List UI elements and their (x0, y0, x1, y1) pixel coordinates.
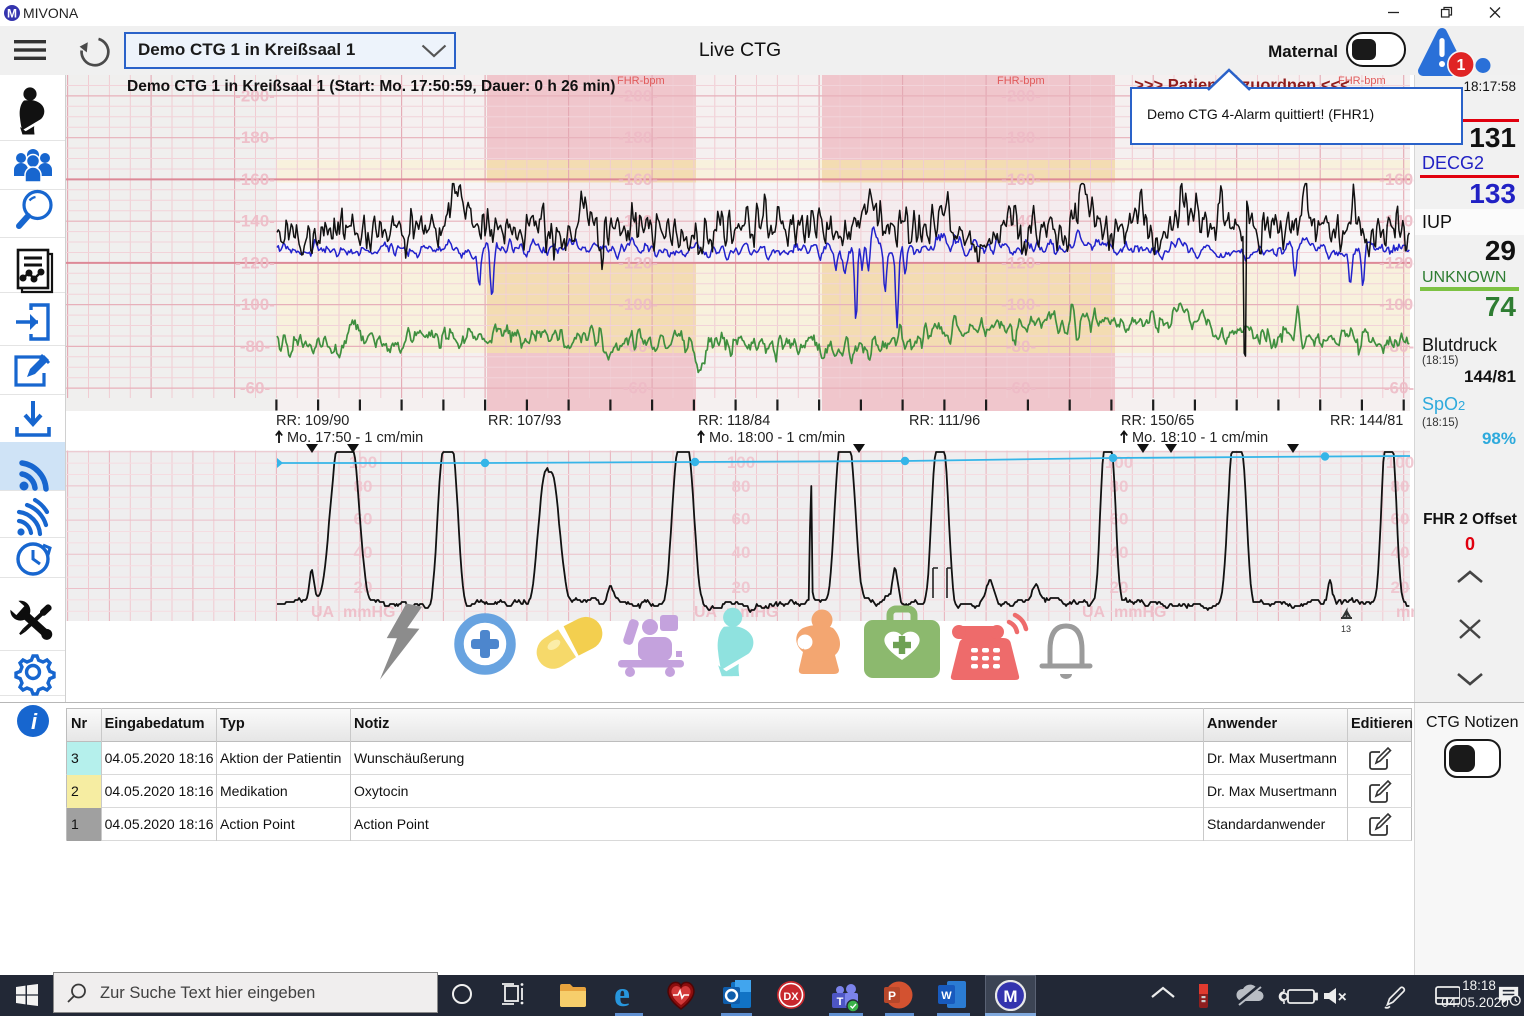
svg-text:i: i (31, 709, 38, 734)
svg-text:80: 80 (1110, 477, 1129, 496)
svg-text:-180-: -180- (1001, 128, 1041, 147)
svg-text:RR: 118/84: RR: 118/84 (698, 413, 770, 429)
svg-text:T: T (837, 996, 844, 1008)
svg-text:-200-: -200- (618, 86, 658, 105)
svg-text:-60-: -60- (1006, 379, 1036, 398)
svg-text:RR: 109/90: RR: 109/90 (276, 413, 349, 429)
svg-text:UA mmHG: UA mmHG (311, 604, 395, 621)
svg-text:RR: 107/93: RR: 107/93 (488, 413, 561, 429)
svg-text:-160-: -160- (1379, 170, 1419, 189)
svg-text:FHR-bpm: FHR-bpm (997, 75, 1045, 87)
svg-text:80: 80 (732, 477, 751, 496)
svg-text:-180-: -180- (235, 128, 275, 147)
svg-text:20: 20 (1110, 578, 1129, 597)
svg-text:-140-: -140- (235, 212, 275, 231)
svg-text:Demo CTG 1 in Kreißsaal 1 (Sta: Demo CTG 1 in Kreißsaal 1 (Start: Mo. 17… (127, 78, 615, 95)
svg-text:100: 100 (1105, 453, 1133, 472)
svg-text:-200-: -200- (1001, 86, 1041, 105)
svg-text:-60-: -60- (1384, 379, 1414, 398)
svg-text:-120-: -120- (618, 253, 658, 272)
svg-text:M: M (7, 7, 17, 21)
svg-text:60: 60 (354, 510, 373, 529)
svg-text:Mo. 17:50 - 1 cm/min: Mo. 17:50 - 1 cm/min (287, 430, 423, 446)
svg-text:FHR-bpm: FHR-bpm (617, 75, 665, 87)
svg-text:40: 40 (732, 543, 751, 562)
svg-text:-120-: -120- (235, 253, 275, 272)
svg-text:20: 20 (1391, 578, 1410, 597)
svg-text:FHR-bpm: FHR-bpm (1338, 75, 1386, 87)
svg-text:-80-: -80- (1006, 337, 1036, 356)
svg-text:-160-: -160- (235, 170, 275, 189)
svg-text:-120-: -120- (1379, 253, 1419, 272)
svg-text:-100-: -100- (1379, 295, 1419, 314)
svg-text:20: 20 (732, 578, 751, 597)
svg-text:Mo. 18:10 - 1 cm/min: Mo. 18:10 - 1 cm/min (1132, 430, 1268, 446)
svg-text:M: M (1003, 987, 1017, 1006)
svg-text:-200-: -200- (235, 86, 275, 105)
svg-text:-60-: -60- (240, 379, 270, 398)
svg-text:Mo. 18:00 - 1 cm/min: Mo. 18:00 - 1 cm/min (709, 430, 845, 446)
svg-text:W: W (941, 990, 952, 1002)
svg-text:-180-: -180- (618, 128, 658, 147)
svg-text:40: 40 (1391, 543, 1410, 562)
svg-text:-160-: -160- (1001, 170, 1041, 189)
svg-text:-160-: -160- (618, 170, 658, 189)
svg-text:80: 80 (1391, 477, 1410, 496)
svg-text:13: 13 (1341, 624, 1351, 634)
svg-text:-100-: -100- (235, 295, 275, 314)
svg-text:-100-: -100- (1001, 295, 1041, 314)
svg-text:DX: DX (783, 991, 799, 1003)
svg-text:RR: 144/81: RR: 144/81 (1330, 413, 1403, 429)
svg-text:60: 60 (1110, 510, 1129, 529)
svg-text:40: 40 (1110, 543, 1129, 562)
svg-text:-100-: -100- (618, 295, 658, 314)
svg-text:UA mmHG: UA mmHG (1082, 604, 1166, 621)
svg-text:100: 100 (1386, 453, 1414, 472)
svg-text:-80-: -80- (1384, 337, 1414, 356)
svg-text:1: 1 (1457, 57, 1466, 74)
svg-text:RR: 111/96: RR: 111/96 (909, 413, 980, 429)
svg-text:60: 60 (1391, 510, 1410, 529)
svg-text:-60-: -60- (623, 379, 653, 398)
svg-text:e: e (614, 975, 630, 1014)
svg-text:RR: 150/65: RR: 150/65 (1121, 413, 1194, 429)
svg-text:P: P (888, 989, 896, 1003)
svg-text:60: 60 (732, 510, 751, 529)
svg-text:20: 20 (354, 578, 373, 597)
svg-text:-120-: -120- (1001, 253, 1041, 272)
svg-text:-80-: -80- (240, 337, 270, 356)
